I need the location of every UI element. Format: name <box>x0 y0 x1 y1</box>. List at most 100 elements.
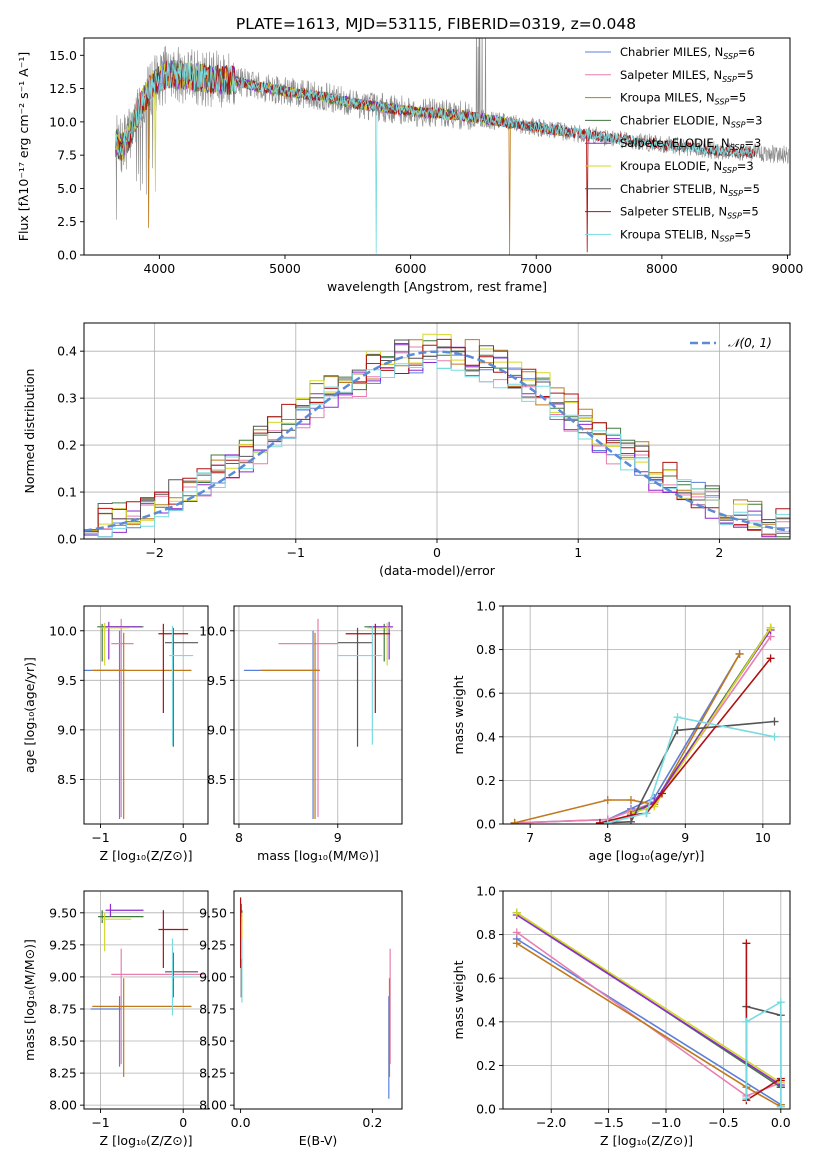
ebv_mass-xtick-label-0: 0.0 <box>231 1115 251 1130</box>
age_weight-marker-salpeter_stelib-4 <box>766 654 775 663</box>
z_mass-ytick-label-6: 9.50 <box>49 905 77 920</box>
z_weight-line-kroupa_stelib <box>745 1000 782 1107</box>
z_age-ytick-label-0: 8.5 <box>57 772 77 787</box>
z_mass-plot-area <box>90 903 204 1077</box>
z_age-ytick-label-3: 10.0 <box>49 623 77 638</box>
z_age-ytick-label-2: 9.5 <box>57 673 77 688</box>
legend-entry-salpeter_miles: Salpeter MILES, NSSP=5 <box>585 68 754 84</box>
mass_age-xtick-label-0: 8 <box>235 830 243 845</box>
z_mass-axes <box>84 891 208 1109</box>
z_weight-border <box>502 890 791 1110</box>
spectrum-xtick-label-5: 9000 <box>772 261 804 276</box>
age_weight-ytick-label-2: 0.4 <box>476 729 496 744</box>
legend-entry-kroupa_miles: Kroupa MILES, NSSP=5 <box>585 91 746 107</box>
legend-tail-salpeter_elodie: =3 <box>744 136 761 150</box>
z_age-xtick-label-0: −1 <box>91 830 109 845</box>
legend-label-chabrier_stelib: Chabrier STELIB, NSSP=5 <box>620 182 760 198</box>
z_weight-series-salpeter_miles <box>512 928 785 1100</box>
z_mass-ytick-label-1: 8.25 <box>49 1066 77 1081</box>
z_age-point-salpeter_miles <box>111 618 134 818</box>
age_weight-series-chabrier_stelib <box>595 717 779 824</box>
z_weight-line-salpeter_miles <box>516 931 782 1097</box>
z_mass-frame: −1 0 8.00 8.25 8.50 8.75 9.00 9.25 9.50 Z [log₁₀(… <box>22 890 209 1148</box>
age_weight-ytick-label-4: 0.8 <box>476 642 496 657</box>
spectrum-ytick-label-2: 5.0 <box>57 181 77 196</box>
residuals-xtick-label-0: −2 <box>145 545 163 560</box>
z_weight-ylabel: mass weight <box>451 960 466 1039</box>
age_weight-series-kroupa_stelib <box>603 713 779 824</box>
z_mass-point-kroupa_miles <box>92 978 192 1077</box>
age_weight-marker-kroupa_stelib-0 <box>603 818 612 824</box>
spectrum-xtick-label-1: 5000 <box>269 261 301 276</box>
legend-entry-salpeter_elodie: Salpeter ELODIE, NSSP=3 <box>585 136 761 152</box>
mass_age-point-salpeter_miles <box>278 618 338 818</box>
legend-label-chabrier_elodie: Chabrier ELODIE, NSSP=3 <box>620 113 762 129</box>
age_weight-line-kroupa_stelib <box>607 716 775 824</box>
spectrum-ytick-label-5: 12.5 <box>49 81 77 96</box>
z_mass-point-salpeter_elodie <box>105 903 144 917</box>
z_weight-ytick-label-5: 1.0 <box>476 884 496 899</box>
residuals-xtick-label-1: −1 <box>287 545 305 560</box>
mass_age-plot-area <box>243 618 394 820</box>
age_weight-marker-kroupa_elodie-2 <box>766 623 775 632</box>
residuals-ylabel: Normed distribution <box>22 369 37 494</box>
age_weight-plot-area <box>510 623 779 824</box>
z_weight-marker-kroupa_stelib-0 <box>742 1094 751 1103</box>
age_weight-series-kroupa_miles <box>510 649 744 824</box>
ebv_mass-frame: 0.0 0.2 8.00 8.25 8.50 8.75 9.00 9.25 9.50 E(B-V) <box>199 890 403 1148</box>
age_weight-marker-kroupa_miles-0 <box>510 818 519 824</box>
z_age-ytick-label-1: 9.0 <box>57 722 77 737</box>
z_age-xlabel: Z [log₁₀(Z/Z⊙)] <box>100 848 193 863</box>
ebv_mass-ytick-label-6: 9.50 <box>199 905 227 920</box>
legend-tail-chabrier_elodie: =3 <box>746 113 763 127</box>
age_weight-border <box>502 605 791 825</box>
z_age-ylabel: age [log₁₀(age/yr)] <box>22 657 37 773</box>
residuals-ytick-label-3: 0.3 <box>57 391 77 406</box>
ebv_mass-plot-area <box>239 897 391 1099</box>
legend-sub-chabrier_elodie: SSP <box>731 120 746 129</box>
residuals-xtick-label-4: 2 <box>715 545 723 560</box>
normal-curve <box>84 350 790 533</box>
z_weight-xtick-label-2: −1.0 <box>651 1115 681 1130</box>
z_mass-ytick-label-4: 9.00 <box>49 969 77 984</box>
age_weight-marker-kroupa_stelib-3 <box>770 732 779 741</box>
age_weight-marker-kroupa_miles-1 <box>603 796 612 805</box>
spectrum-ytick-label-1: 2.5 <box>57 214 77 229</box>
age_weight-ytick-label-5: 1.0 <box>476 599 496 614</box>
spectrum-frame: 4000 5000 6000 7000 8000 9000 0.0 2.5 5.0 7.5 10.0… <box>16 37 804 294</box>
ebv_mass-ytick-label-4: 9.00 <box>199 969 227 984</box>
z_weight-series-kroupa_stelib <box>742 998 785 1109</box>
z_mass-point-chabrier_elodie <box>98 910 144 924</box>
legend-sub-kroupa_miles: SSP <box>715 98 730 107</box>
legend-sub-kroupa_elodie: SSP <box>722 166 737 175</box>
z_mass-ytick-label-0: 8.00 <box>49 1098 77 1113</box>
z_mass-xlabel: Z [log₁₀(Z/Z⊙)] <box>100 1133 193 1148</box>
mass_age-ytick-label-2: 9.5 <box>207 673 227 688</box>
z_weight-ytick-label-3: 0.6 <box>476 971 496 986</box>
legend-sub-salpeter_stelib: SSP <box>727 212 742 221</box>
mass_age-border <box>233 605 403 825</box>
z_weight-marker-kroupa_miles-0 <box>512 939 521 948</box>
residuals-xlabel: (data-model)/error <box>379 563 496 578</box>
z_weight-marker-kroupa_stelib-1 <box>742 1017 751 1026</box>
legend-sub-salpeter_elodie: SSP <box>730 143 745 152</box>
z_mass-ytick-label-3: 8.75 <box>49 1001 77 1016</box>
spectrum-ytick-label-6: 15.0 <box>49 48 77 63</box>
legend-tail-chabrier_stelib: =5 <box>743 182 760 196</box>
legend-sub-chabrier_stelib: SSP <box>728 189 743 198</box>
legend-label-kroupa_miles: Kroupa MILES, NSSP=5 <box>620 91 746 107</box>
z_weight-ytick-label-0: 0.0 <box>476 1102 496 1117</box>
mass_age-xlabel: mass [log₁₀(M/M⊙)] <box>257 848 379 863</box>
z_mass-point-chabrier_miles <box>90 996 122 1067</box>
spectrum-ylabel: Flux [fλ10⁻¹⁷ erg cm⁻² s⁻¹ A⁻¹] <box>16 52 31 241</box>
ebv_mass-border <box>233 890 403 1110</box>
z_age-point-chabrier_stelib <box>165 627 199 747</box>
age_weight-line-chabrier_stelib <box>599 720 775 824</box>
z_weight-marker-salpeter_miles-0 <box>512 928 521 937</box>
legend-sub-kroupa_stelib: SSP <box>720 234 735 243</box>
legend-sub-salpeter_miles: SSP <box>722 75 737 84</box>
z_weight-line-salpeter_elodie <box>516 914 782 1086</box>
legend-label-normal: 𝒩(0, 1) <box>728 336 772 350</box>
z_age-point-kroupa_stelib <box>169 625 194 745</box>
z_mass-point-kroupa_stelib <box>169 938 194 1016</box>
